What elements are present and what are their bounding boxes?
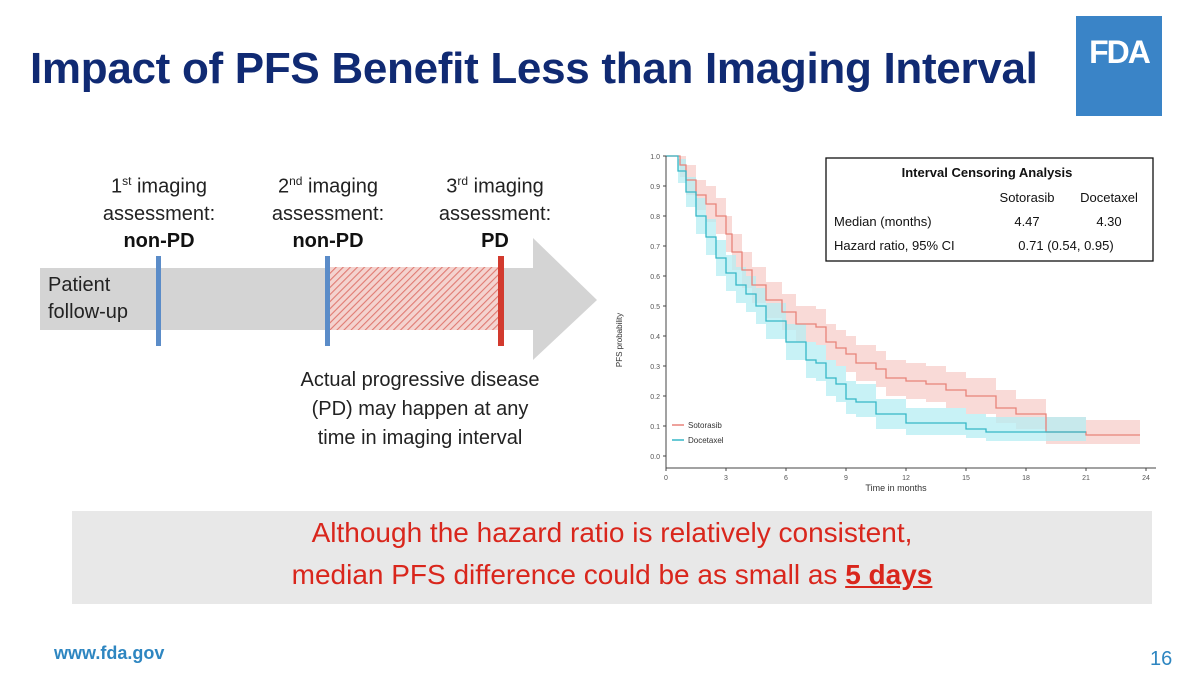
docetaxel-ci-band (666, 156, 1086, 441)
assessment-3: 3rd imaging assessment: PD (420, 168, 570, 255)
table-row-median-docetaxel: 4.30 (1096, 214, 1121, 229)
actual-pd-text: Actual progressive disease (PD) may happ… (300, 369, 540, 449)
x-axis-label: Time in months (865, 483, 927, 493)
table-col-sotorasib: Sotorasib (1000, 190, 1055, 205)
y-tick-label: 0.3 (650, 364, 660, 371)
banner-line-2: median PFS difference could be as small … (291, 559, 933, 590)
y-tick-label: 1.0 (650, 154, 660, 161)
interval-censoring-table: Interval Censoring Analysis Sotorasib Do… (825, 157, 1154, 262)
table-border (825, 157, 1154, 262)
assessment-1-result: non-PD (123, 229, 195, 252)
sotorasib-km-line (666, 155, 1140, 436)
patient-follow-up-label: Patient follow-up (48, 274, 129, 323)
page-number: 16 (1150, 648, 1173, 670)
y-tick-label: 0.6 (650, 274, 660, 281)
assessment-1: 1st imaging assessment: non-PD (84, 168, 234, 255)
legend-label-docetaxel: Docetaxel (688, 436, 724, 445)
table-col-docetaxel: Docetaxel (1080, 190, 1138, 205)
docetaxel-km-line (666, 155, 1086, 433)
table-row-hr-value: 0.71 (0.54, 0.95) (1018, 238, 1113, 253)
assessment-3-result: PD (481, 229, 509, 252)
table-title: Interval Censoring Analysis (902, 165, 1073, 180)
imaging-diagram (40, 238, 597, 360)
x-tick-label: 6 (784, 475, 788, 482)
y-axis-label: PFS probability (615, 313, 624, 367)
y-tick-label: 0.2 (650, 394, 660, 401)
banner-line-1: Although the hazard ratio is relatively … (311, 517, 913, 548)
fda-logo: FDA (1076, 16, 1162, 116)
x-tick-label: 9 (844, 475, 848, 482)
assessment-2-result: non-PD (292, 229, 364, 252)
y-tick-label: 0.0 (650, 454, 660, 461)
table-row-median-sotorasib: 4.47 (1014, 214, 1039, 229)
x-tick-label: 15 (962, 475, 970, 482)
y-tick-label: 0.4 (650, 334, 660, 341)
fda-logo-text: FDA (1089, 34, 1151, 70)
table-row-hr-label: Hazard ratio, 95% CI (834, 238, 955, 253)
assessment-tick-1 (156, 256, 161, 346)
legend: Sotorasib Docetaxel (672, 421, 724, 445)
x-tick-label: 3 (724, 475, 728, 482)
x-tick-label: 24 (1142, 475, 1150, 482)
assessment-tick-3 (498, 256, 504, 346)
x-tick-label: 21 (1082, 475, 1090, 482)
km-chart: 0.0 0.1 0.2 0.3 0.4 0.5 0.6 0.7 0.8 0.9 1.0 0 3 6 9 12 1… (615, 154, 1156, 493)
assessment-tick-2 (325, 256, 330, 346)
x-tick-label: 12 (902, 475, 910, 482)
y-tick-label: 0.1 (650, 424, 660, 431)
x-tick-label: 0 (664, 475, 668, 482)
banner-emphasis: 5 days (845, 559, 933, 590)
y-tick-label: 0.5 (650, 304, 660, 311)
y-tick-label: 0.7 (650, 244, 660, 251)
chart-axes: 0.0 0.1 0.2 0.3 0.4 0.5 0.6 0.7 0.8 0.9 1.0 0 3 6 9 12 1… (650, 154, 1156, 482)
assessment-2: 2nd imaging assessment: non-PD (253, 168, 403, 255)
conclusion-banner: Although the hazard ratio is relatively … (72, 511, 1152, 604)
ci-bands (666, 156, 1140, 444)
table-row-median-label: Median (months) (834, 214, 932, 229)
legend-label-sotorasib: Sotorasib (688, 421, 722, 430)
slide-title: Impact of PFS Benefit Less than Imaging … (30, 44, 1038, 93)
footer-url[interactable]: www.fda.gov (54, 643, 165, 663)
km-lines (666, 155, 1140, 436)
y-tick-label: 0.9 (650, 184, 660, 191)
x-tick-label: 18 (1022, 475, 1030, 482)
pd-interval-hatch (327, 267, 501, 330)
y-tick-label: 0.8 (650, 214, 660, 221)
